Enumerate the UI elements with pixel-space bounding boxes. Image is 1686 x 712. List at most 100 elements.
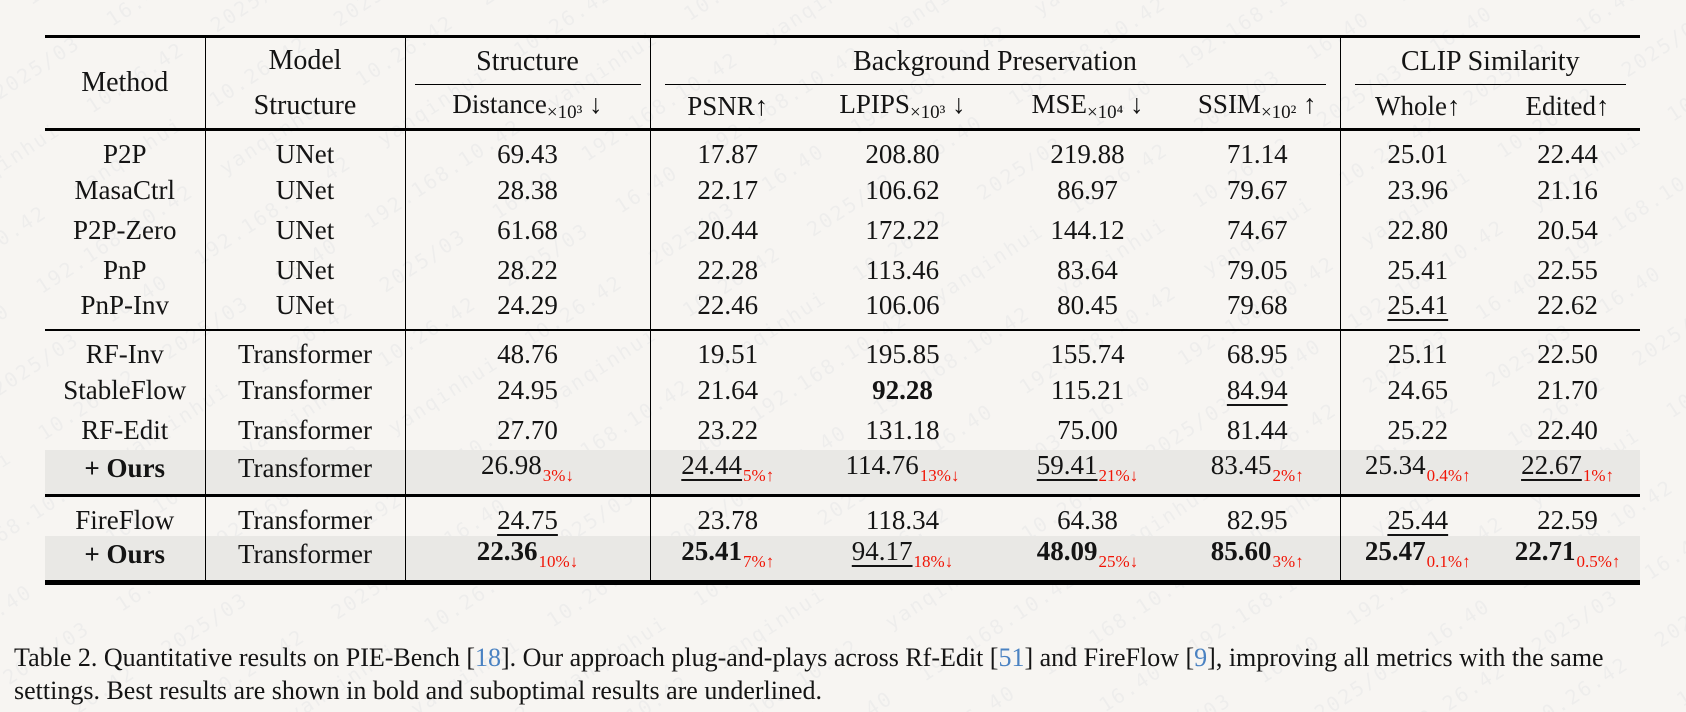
metric-value: 26.98 [481, 450, 542, 480]
metric-cell: 23.96 [1340, 170, 1495, 210]
table-row: RF-Inv Transformer 48.76 19.51 195.85 155.74 6… [45, 330, 1640, 370]
header-row-metrics: Distance×10³ ↓ PSNR↑ LPIPS×10³ ↓ MSE×10⁴… [45, 85, 1640, 130]
improvement-annotation: 0.5%↑ [1576, 552, 1621, 571]
metric-value: 23.22 [697, 414, 759, 445]
table-row: PnP UNet 28.22 22.28 113.46 83.64 79.05 25.41 22… [45, 250, 1640, 290]
method-cell: PnP-Inv [45, 290, 206, 330]
metric-value: 24.44 [681, 450, 743, 480]
table-row: + Ours Transformer 26.983%↓ 24.445%↑ 114.761… [45, 450, 1641, 496]
model-structure-line2: Structure [253, 89, 357, 121]
metric-value: 22.71 [1514, 536, 1576, 566]
metric-cell: 22.710.5%↑ [1495, 536, 1641, 583]
model-structure-cell: UNet [205, 290, 406, 330]
metric-cell: 71.14 [1175, 129, 1341, 170]
metric-value: 21.16 [1537, 174, 1598, 205]
metric-cell: 59.4121%↓ [1000, 450, 1175, 496]
citation-link[interactable]: 9 [1194, 643, 1208, 672]
metric-cell: 22.55 [1495, 250, 1640, 290]
metric-value: 25.34 [1364, 450, 1426, 480]
method-cell: MasaCtrl [45, 170, 206, 210]
table-row: PnP-Inv UNet 24.29 22.46 106.06 80.45 79.68 25.… [45, 290, 1640, 330]
metric-cell: 106.62 [805, 170, 1000, 210]
method-cell: P2P [45, 129, 206, 170]
metric-value: 85.60 [1210, 536, 1272, 566]
caption-text: ], improving all metrics with the same s… [14, 643, 1604, 705]
metric-value: 22.80 [1387, 214, 1449, 245]
improvement-annotation: 3%↓ [542, 466, 574, 485]
improvement-annotation: 7%↑ [743, 552, 775, 571]
metric-cell: 106.06 [805, 290, 1000, 330]
table-row: P2P-Zero UNet 61.68 20.44 172.22 144.12 74.67 2… [45, 210, 1640, 250]
improvement-annotation: 2%↑ [1272, 466, 1304, 485]
metric-value: 79.68 [1226, 290, 1288, 320]
col-header-mse: MSE×10⁴ ↓ [1031, 89, 1144, 123]
citation-link[interactable]: 18 [475, 643, 502, 672]
col-header-edited: Edited↑ [1525, 91, 1610, 121]
model-structure-cell: UNet [205, 170, 406, 210]
metric-cell: 144.12 [1000, 210, 1175, 250]
metric-value: 195.85 [865, 339, 940, 369]
metric-value: 17.87 [697, 139, 759, 169]
caption-text: ] and FireFlow [ [1024, 643, 1195, 672]
metric-cell: 118.34 [805, 496, 1000, 537]
metric-value: 115.21 [1050, 374, 1125, 405]
col-header-method: Method [45, 36, 206, 130]
table-row: StableFlow Transformer 24.95 21.64 92.28 115.… [45, 370, 1640, 410]
metric-cell: 83.452%↑ [1175, 450, 1341, 496]
metric-cell: 79.68 [1175, 290, 1341, 330]
metric-value: 22.46 [697, 290, 759, 320]
metric-value: 23.96 [1387, 174, 1449, 205]
table-row: + Ours Transformer 22.3610%↓ 25.417%↑ 94.171… [45, 536, 1641, 583]
metric-value: 83.64 [1057, 254, 1118, 285]
metric-value: 22.44 [1537, 139, 1598, 169]
metric-value: 20.44 [697, 214, 759, 245]
method-cell: RF-Inv [45, 330, 206, 370]
col-header-distance: Distance×10³ ↓ [405, 85, 651, 130]
table-header: Method Model Structure Structure Backgro… [45, 36, 1641, 130]
model-structure-cell: UNet [205, 129, 406, 170]
metric-cell: 22.671%↑ [1495, 450, 1641, 496]
metric-value: 22.36 [476, 536, 538, 566]
metric-cell: 22.59 [1495, 496, 1640, 537]
method-cell: + Ours [45, 536, 206, 583]
method-cell: RF-Edit [45, 410, 206, 450]
method-cell: FireFlow [45, 495, 206, 536]
table-caption: Table 2. Quantitative results on PIE-Ben… [14, 641, 1674, 707]
metric-value: 80.45 [1057, 290, 1118, 320]
metric-value: 172.22 [865, 214, 940, 245]
metric-cell: 21.16 [1495, 170, 1640, 210]
results-table: Method Model Structure Structure Backgro… [45, 35, 1641, 585]
metric-cell: 17.87 [650, 130, 805, 171]
citation-link[interactable]: 51 [998, 643, 1025, 672]
model-structure-cell: Transformer [205, 495, 406, 536]
metric-cell: 219.88 [1000, 130, 1175, 171]
metric-cell: 94.1718%↓ [805, 536, 1000, 583]
header-row-groups: Method Model Structure Structure Backgro… [45, 36, 1640, 130]
improvement-annotation: 1%↑ [1582, 466, 1614, 485]
metric-cell: 28.22 [405, 250, 651, 290]
col-header-ssim: SSIM×10² ↑ [1175, 85, 1341, 130]
metric-cell: 21.64 [650, 370, 805, 410]
group-header-clip-similarity: CLIP Similarity [1340, 37, 1640, 86]
metric-cell: 24.95 [405, 370, 651, 410]
metric-value: 25.22 [1387, 414, 1449, 445]
model-structure-cell: Transformer [205, 450, 406, 496]
metric-cell: 22.17 [650, 170, 805, 210]
metric-cell: 131.18 [805, 410, 1000, 450]
metric-value: 94.17 [851, 536, 913, 566]
metric-value: 79.05 [1226, 254, 1288, 285]
metric-value: 86.97 [1057, 174, 1118, 205]
metric-cell: 81.44 [1175, 410, 1341, 450]
metric-cell: 79.67 [1175, 170, 1341, 210]
metric-cell: 22.46 [650, 290, 805, 330]
group-underline [1354, 84, 1627, 86]
metric-value: 24.65 [1387, 374, 1449, 405]
metric-cell: 25.01 [1340, 130, 1495, 171]
metric-value: 24.75 [497, 505, 558, 535]
metric-value: 68.95 [1226, 339, 1288, 369]
col-header-model-structure: Model Structure [205, 36, 406, 130]
col-header-lpips: LPIPS×10³ ↓ [839, 89, 966, 123]
improvement-annotation: 21%↓ [1098, 466, 1139, 485]
model-structure-cell: Transformer [205, 370, 406, 410]
